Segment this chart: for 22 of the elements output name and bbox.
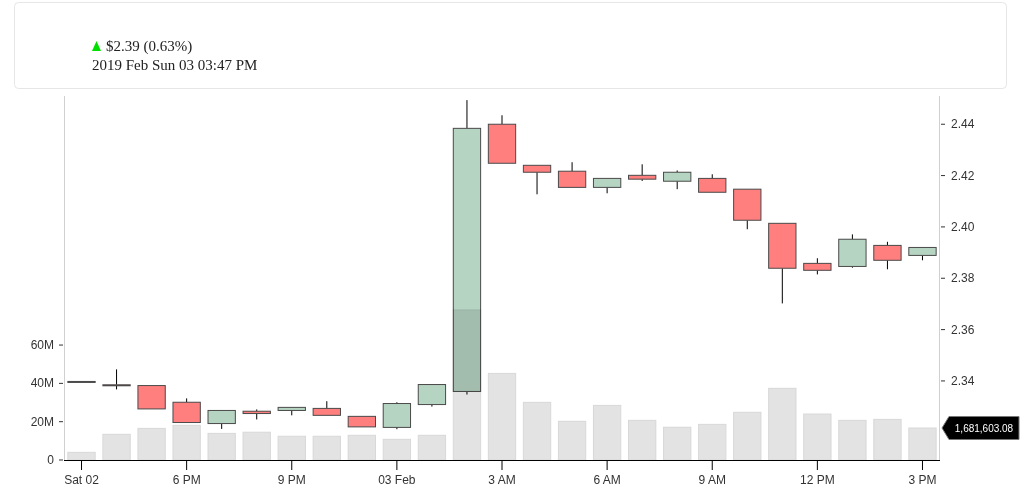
x-tick-label: 9 AM [698,473,726,487]
x-tick-label: 6 PM [172,473,201,487]
x-tick-label: 12 PM [800,473,835,487]
y-tick-label: 40M [30,376,54,391]
y2-tick-label: 2.34 [951,373,975,388]
chart-title: $2.39 (0.63%) [106,38,193,55]
y-tick-label: 0 [47,453,55,467]
x-tick-label: 6 AM [593,473,621,487]
y2-tick-label: 2.36 [951,322,975,337]
text: 1,681,603.08 [954,422,1014,434]
y2-tick-label: 2.44 [951,117,975,132]
x-tick-label: 3 AM [488,473,516,487]
chart-subtitle: 2019 Feb Sun 03 03:47 PM [92,57,258,73]
x-tick-label: 9 PM [277,473,306,487]
y2-tick-label: 2.40 [951,219,975,234]
y2-tick-label: 2.38 [951,271,975,286]
y2-tick-label: 2.42 [951,168,975,183]
x-tick-label: 3 PM [908,473,937,487]
y-tick-label: 20M [30,414,54,429]
x-tick-label: Sat 02 [64,473,100,487]
x-tick-label: 03 Feb [378,473,416,487]
y-tick-label: 60M [30,338,54,353]
